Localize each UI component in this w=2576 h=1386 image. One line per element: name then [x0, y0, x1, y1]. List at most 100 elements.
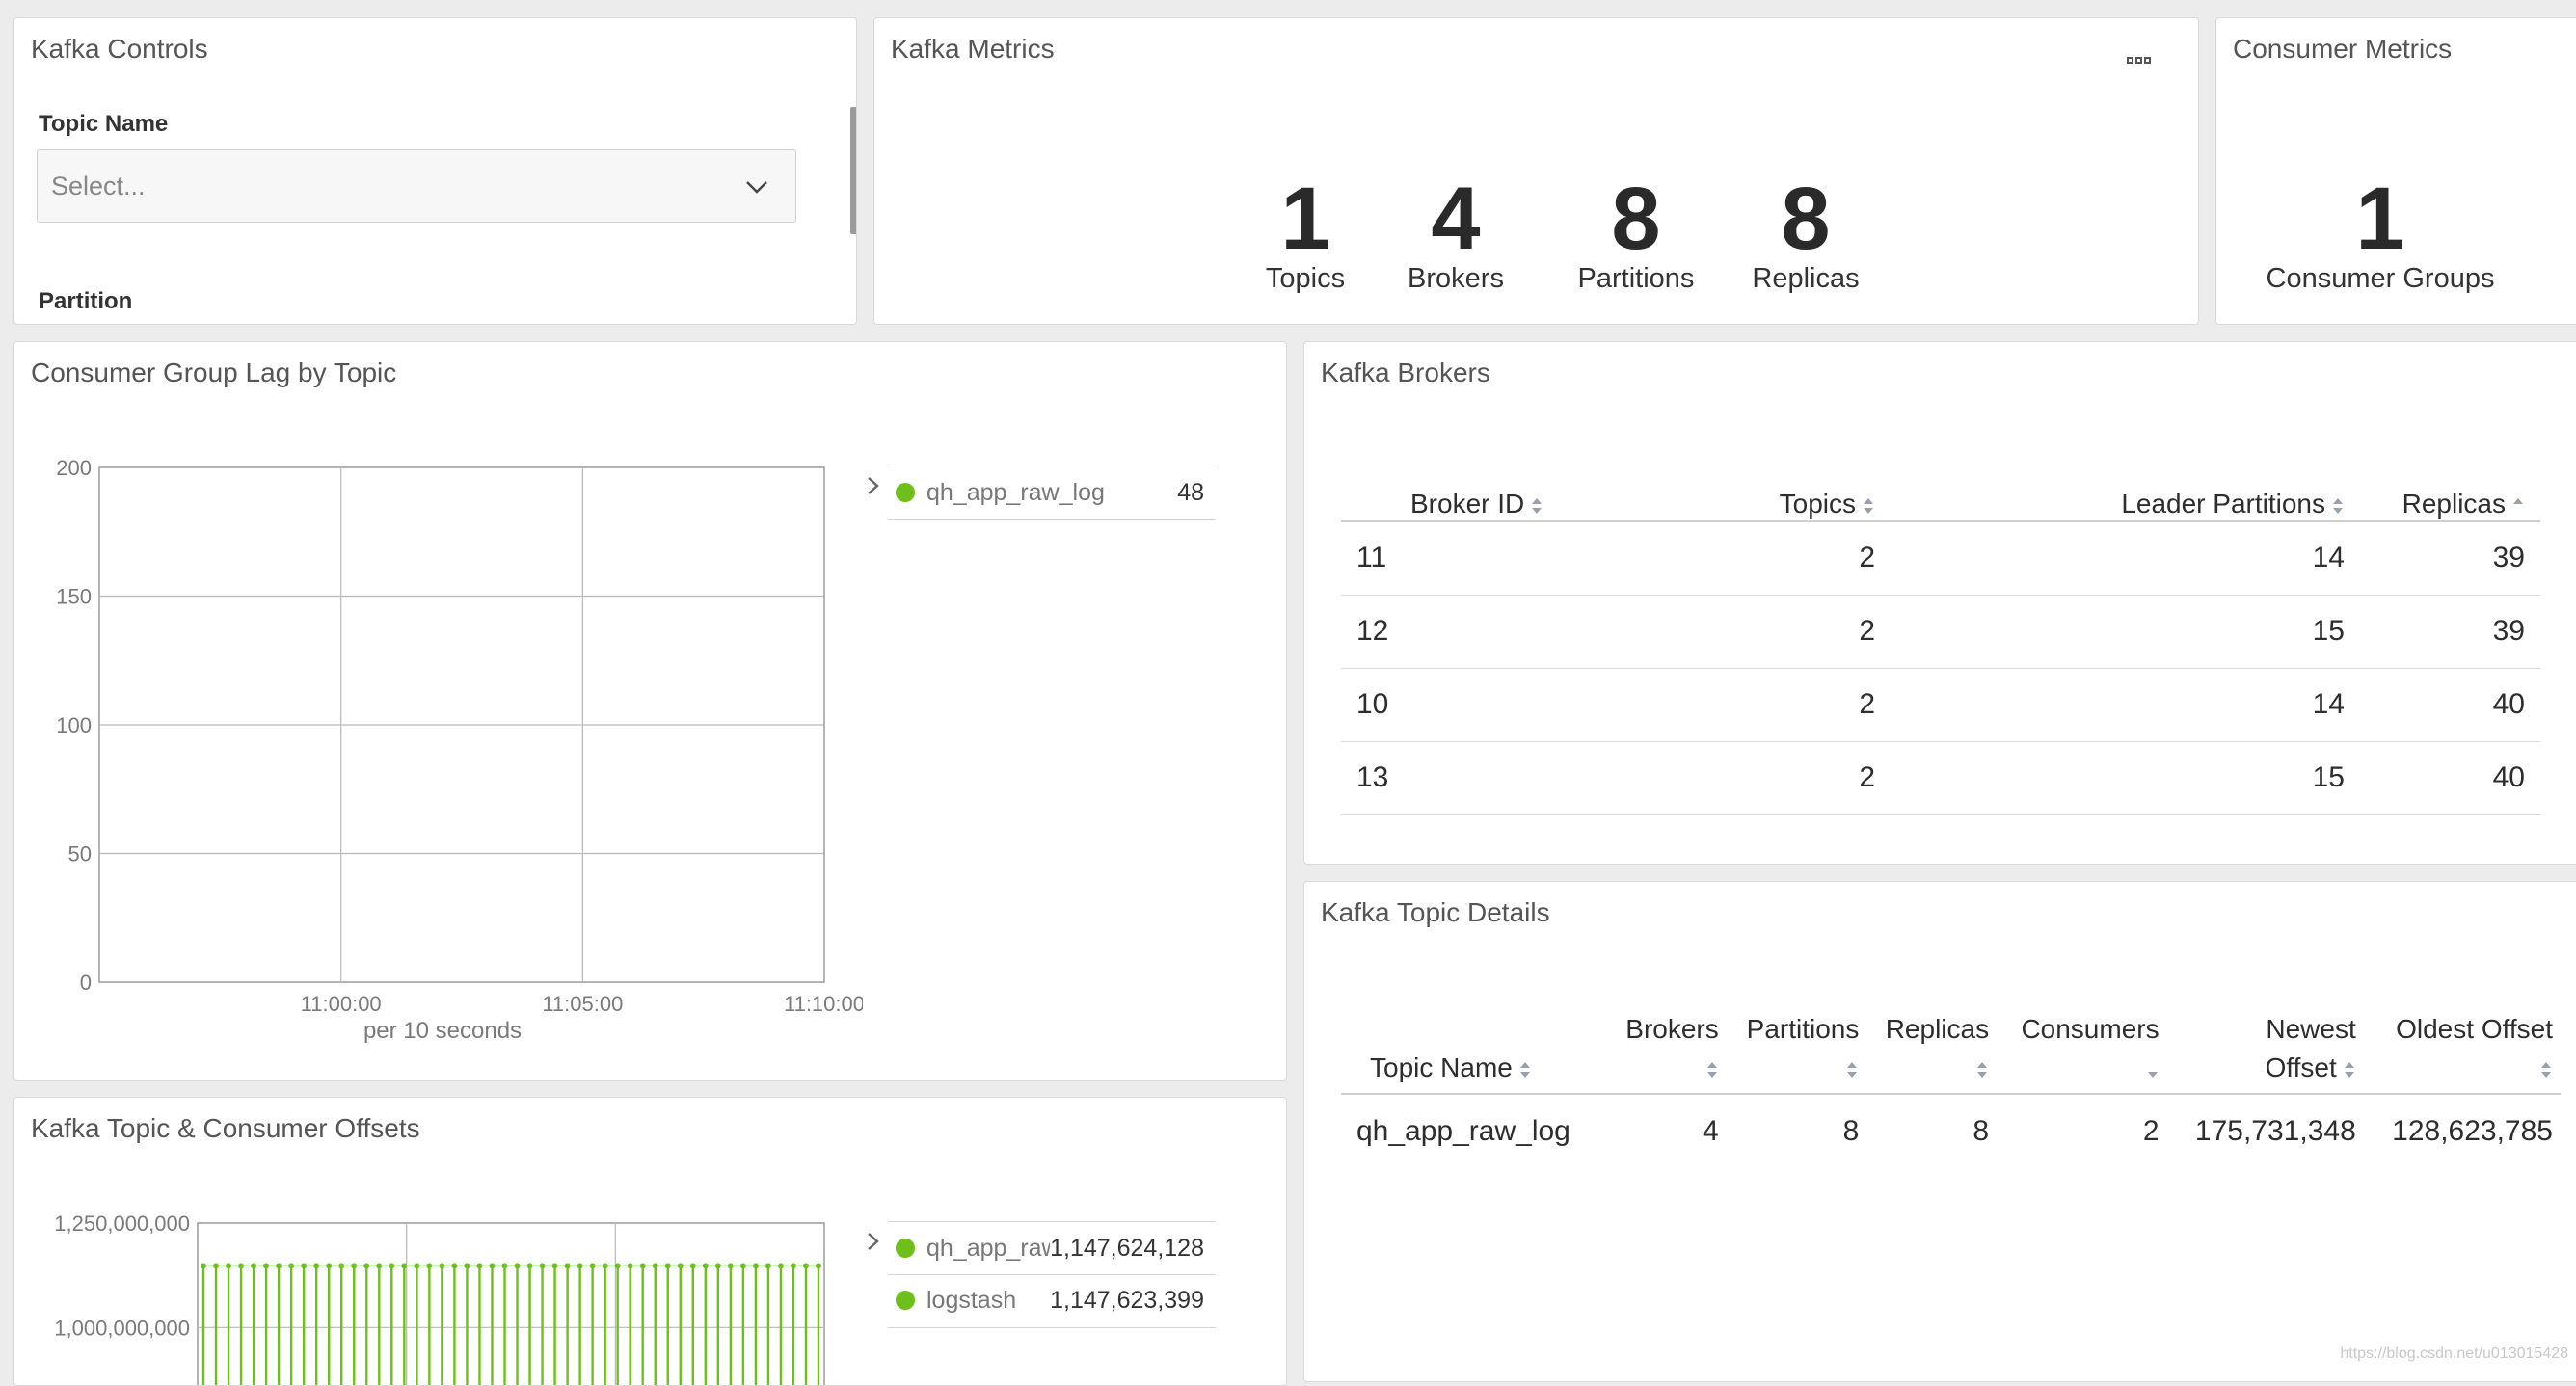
table-cell: 2 — [1623, 668, 1891, 742]
consumer-metrics-panel: Consumer Metrics 1 Consumer Groups — [2215, 17, 2576, 325]
table-cell: 12 — [1341, 595, 1623, 669]
partition-label: Partition — [39, 288, 133, 314]
table-cell: 128,623,785 — [2392, 1114, 2553, 1147]
table-cell: 11 — [1341, 521, 1623, 596]
table-cell: 8 — [1972, 1114, 1990, 1147]
header-line: Replicas — [1885, 1014, 1990, 1044]
column-header-broker-id[interactable]: Broker ID — [1341, 458, 1623, 522]
x-axis-label: per 10 seconds — [363, 1018, 522, 1044]
metric-replicas: 8 Replicas — [1719, 174, 1892, 295]
column-header[interactable]: Consumers — [1997, 1007, 2167, 1095]
scrollbar-thumb[interactable] — [850, 107, 856, 234]
y-tick-label: 1,250,000,000 — [54, 1212, 190, 1236]
table-cell: 13 — [1341, 741, 1623, 815]
offset-point — [816, 1263, 821, 1269]
header-line: Newest — [2266, 1014, 2356, 1044]
offsets-panel: Kafka Topic & Consumer Offsets 1,000,000… — [13, 1097, 1287, 1386]
table-cell: 2 — [1623, 521, 1891, 596]
brokers-table: Broker ID Topics Leader Partitions Repli… — [1341, 458, 2540, 815]
table-cell: 40 — [2360, 668, 2540, 742]
panel-title: Kafka Metrics — [891, 34, 1055, 64]
metric-label: Consumer Groups — [2266, 263, 2495, 294]
kafka-brokers-panel: Kafka Brokers Broker ID Topics Leader Pa… — [1303, 341, 2576, 865]
header-line — [1370, 1010, 1609, 1049]
column-header[interactable]: Brokers — [1608, 1007, 1727, 1095]
column-header-topics[interactable]: Topics — [1623, 458, 1891, 522]
plot-frame — [197, 1222, 825, 1385]
sort-icon — [1977, 1061, 1988, 1078]
metric-consumer-groups: 1 Consumer Groups — [2255, 174, 2506, 295]
table-cell: 2 — [1623, 595, 1891, 669]
ellipsis-icon[interactable] — [2127, 51, 2160, 65]
y-tick-label: 0 — [80, 971, 92, 995]
topic-name-select[interactable]: Select... — [37, 149, 796, 223]
chevron-down-icon — [746, 181, 767, 194]
table-cell: 10 — [1341, 668, 1623, 742]
panel-title: Kafka Controls — [31, 34, 208, 64]
legend-dot — [896, 1239, 915, 1258]
column-header-leader-partitions[interactable]: Leader Partitions — [1891, 458, 2360, 522]
sort-icon — [2541, 1061, 2551, 1078]
column-header[interactable]: Newest Offset — [2166, 1007, 2364, 1095]
metric-label: Topics — [1265, 263, 1346, 294]
column-header[interactable]: Oldest Offset — [2363, 1007, 2561, 1095]
chevron-right-icon[interactable] — [865, 475, 882, 496]
header-line: Consumers — [2021, 1014, 2160, 1044]
metric-label: Brokers — [1408, 263, 1504, 294]
sort-icon — [2344, 1061, 2354, 1078]
offsets-chart: 1,000,000,000 1,250,000,000 — [54, 1212, 825, 1385]
metric-topics: 1 Topics — [1233, 174, 1378, 295]
header-line: Partitions — [1746, 1014, 1860, 1044]
legend-dot — [896, 1291, 915, 1310]
table-cell: 2 — [2142, 1114, 2160, 1147]
consumer-lag-panel: Consumer Group Lag by Topic 0 50 100 150 200… — [13, 341, 1287, 1081]
legend-item[interactable]: logstash 1,147,623,399 — [888, 1274, 1216, 1328]
sort-icon — [1847, 1061, 1858, 1078]
y-tick-label: 1,000,000,000 — [54, 1316, 190, 1340]
table-cell: 175,731,348 — [2194, 1114, 2356, 1147]
column-header-replicas[interactable]: Replicas — [2360, 458, 2540, 522]
column-header[interactable]: Replicas — [1866, 1007, 1998, 1095]
table-cell: 2 — [1623, 741, 1891, 815]
table-cell: 15 — [1891, 595, 2360, 669]
table-cell: 39 — [2360, 521, 2540, 596]
metric-label: Replicas — [1752, 263, 1860, 294]
legend-item[interactable]: qh_app_raw_log 1,147,624,128 — [888, 1221, 1216, 1275]
metric-value: 8 — [1611, 170, 1661, 268]
table-cell: 4 — [1703, 1114, 1719, 1147]
topic-details-table: Topic Name Brokers Partitions Replicas Consu… — [1341, 1007, 2561, 1167]
y-tick-label: 200 — [56, 456, 92, 480]
legend-name: logstash — [926, 1287, 1017, 1314]
metric-label: Partitions — [1577, 263, 1695, 294]
sort-icon — [1864, 497, 1873, 514]
table-cell: 39 — [2360, 595, 2540, 669]
panel-title: Consumer Group Lag by Topic — [31, 358, 397, 387]
chevron-right-icon[interactable] — [865, 1231, 882, 1252]
table-cell: 14 — [1891, 521, 2360, 596]
legend-item[interactable]: qh_app_raw_log 48 — [888, 466, 1216, 520]
sort-asc-icon — [2513, 497, 2523, 504]
sort-icon — [1706, 1061, 1717, 1078]
x-tick-label: 11:00:00 — [301, 992, 382, 1016]
sort-desc-icon — [2147, 1071, 2158, 1078]
panel-title: Kafka Topic & Consumer Offsets — [31, 1113, 420, 1143]
column-header[interactable]: Topic Name — [1341, 1007, 1609, 1095]
kafka-topic-details-panel: Kafka Topic Details Topic Name Brokers Par… — [1303, 881, 2576, 1382]
table-row: 12 2 15 39 — [1341, 595, 2540, 669]
kafka-metrics-panel: Kafka Metrics 1 Topics 4 Brokers 8 Parti… — [873, 17, 2199, 325]
table-cell: 15 — [1891, 741, 2360, 815]
column-header[interactable]: Partitions — [1726, 1007, 1867, 1095]
legend-value: 1,147,624,128 — [1050, 1235, 1204, 1262]
metric-brokers: 4 Brokers — [1379, 174, 1533, 295]
metric-value: 8 — [1781, 170, 1831, 268]
y-tick-label: 50 — [68, 842, 92, 866]
panel-title: Kafka Topic Details — [1321, 897, 1550, 927]
header-line: Topic Name — [1370, 1053, 1513, 1082]
table-row: qh_app_raw_log 4 8 8 2 175,731,348 128,623,785 — [1341, 1094, 2561, 1167]
table-cell: 14 — [1891, 668, 2360, 742]
offset-point — [489, 1263, 496, 1269]
header-line: Oldest Offset — [2396, 1014, 2553, 1044]
legend-name: qh_app_raw_log — [926, 479, 1105, 506]
table-row: 10 2 14 40 — [1341, 668, 2540, 742]
kafka-controls-panel: Kafka Controls Topic Name Select... Part… — [13, 17, 857, 325]
